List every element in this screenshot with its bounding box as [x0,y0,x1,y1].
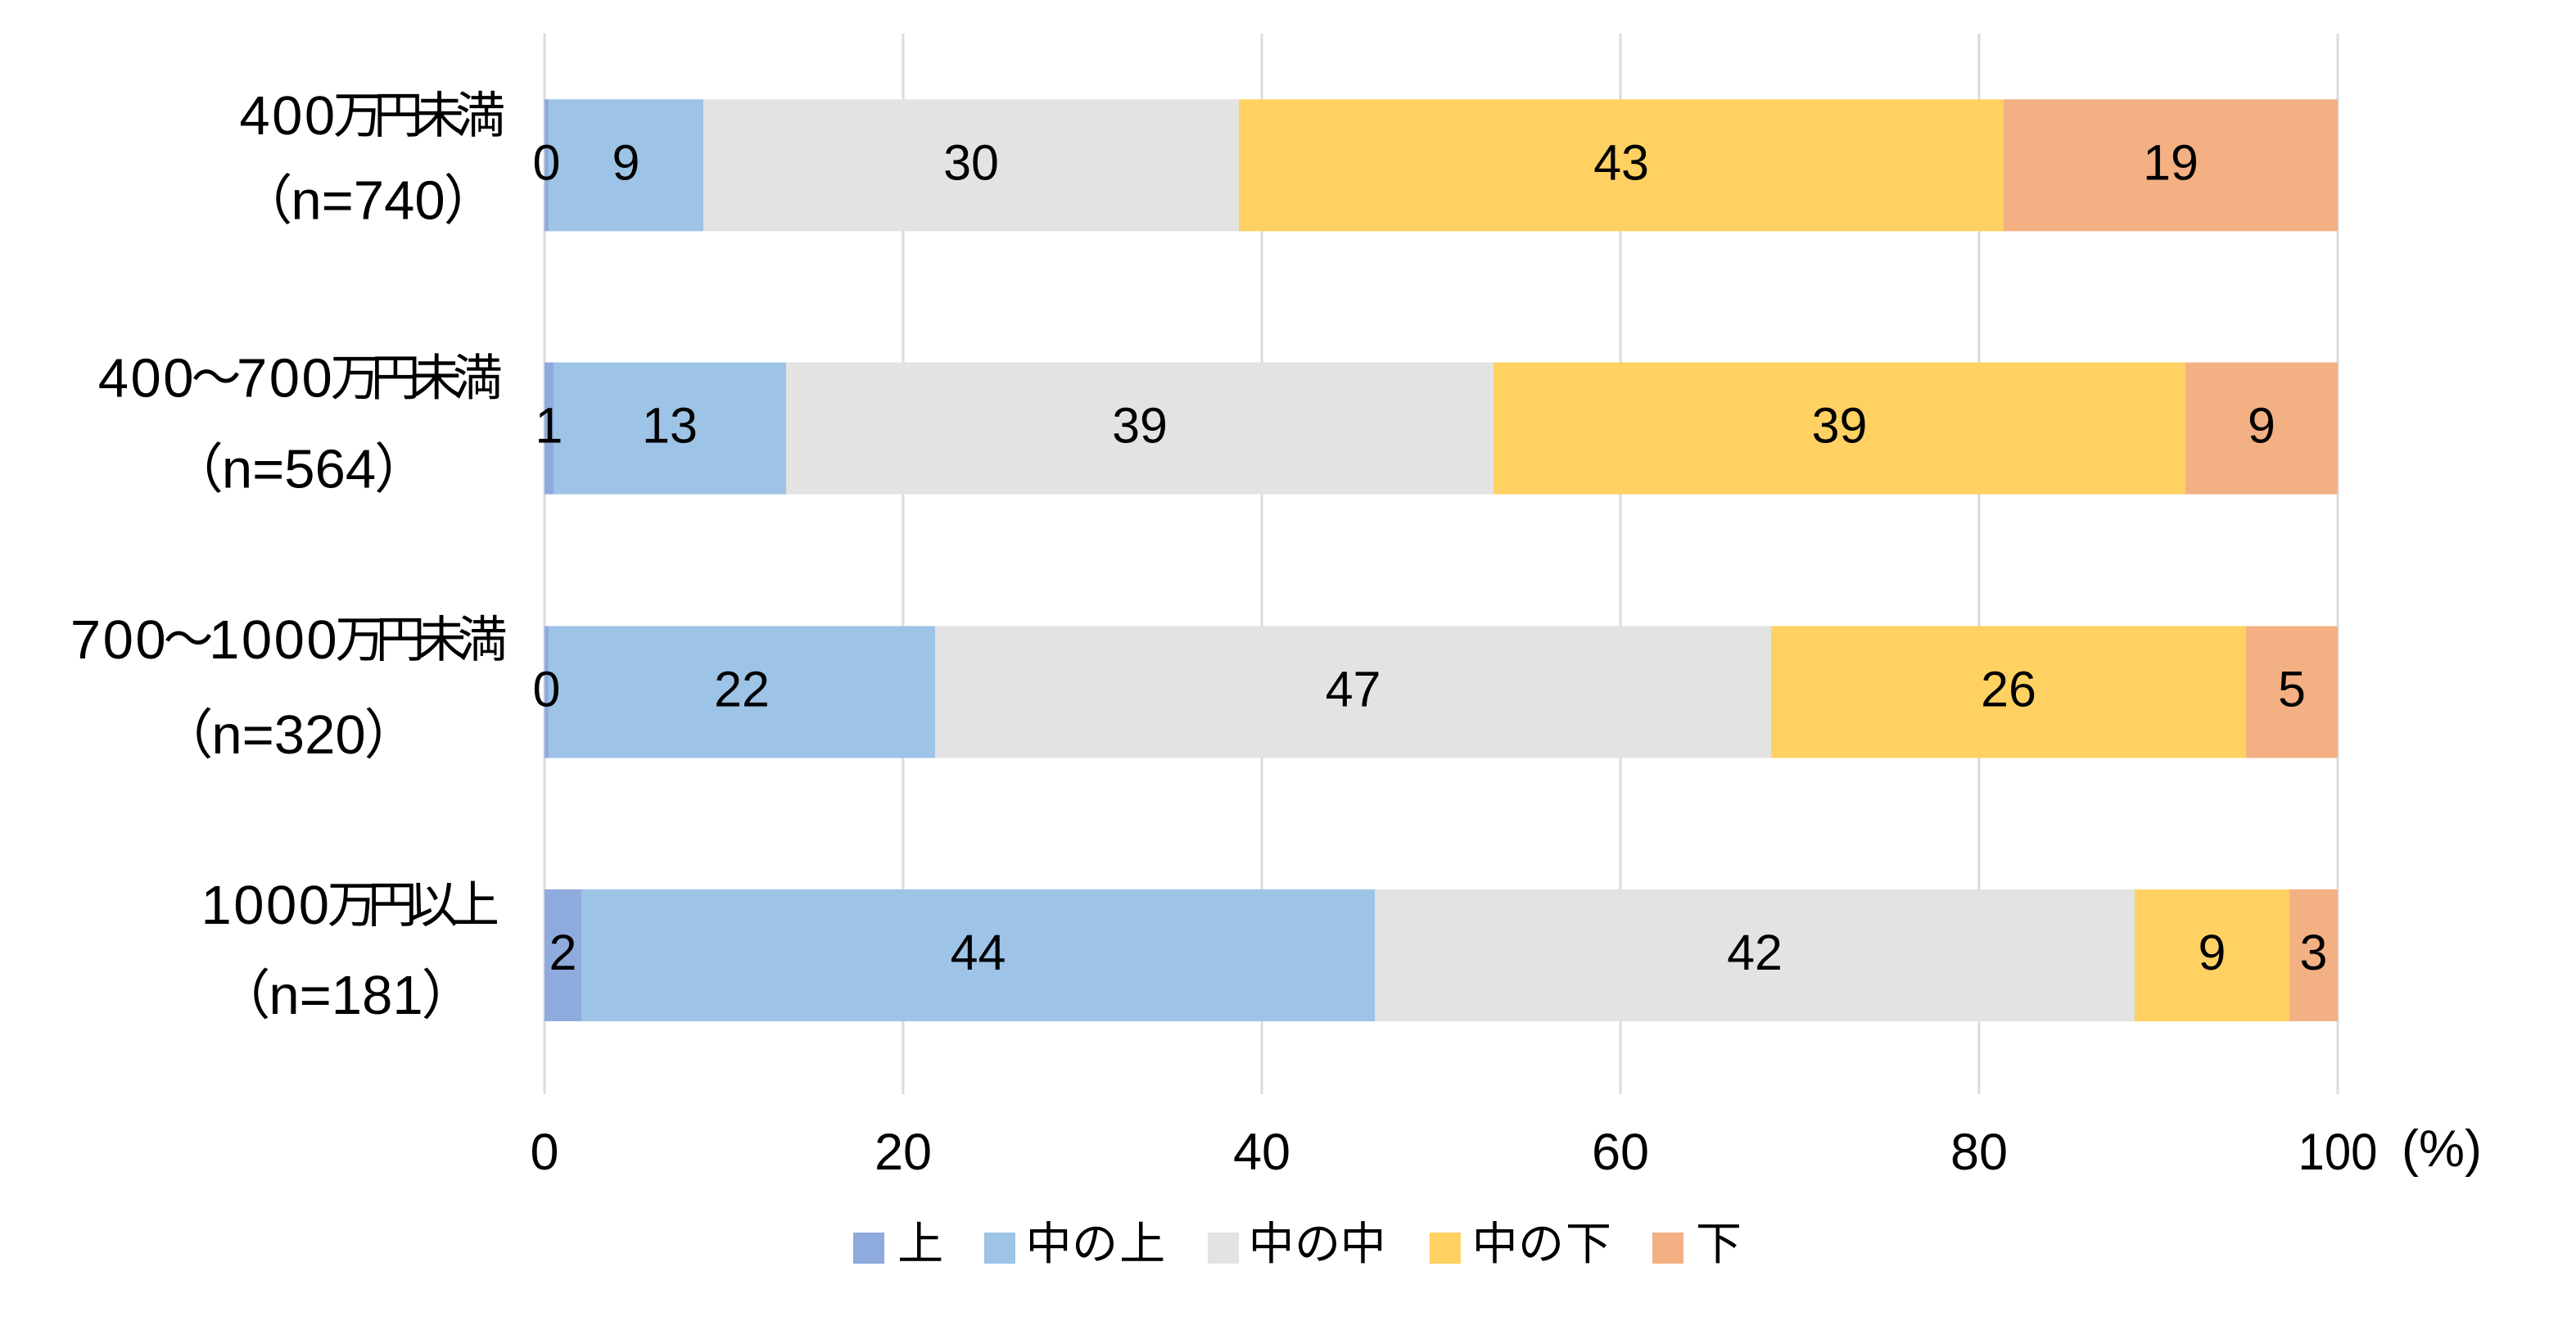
svg-text:60: 60 [1592,1124,1649,1181]
svg-text:44: 44 [951,925,1006,980]
svg-text:2: 2 [549,925,577,980]
svg-text:n=181: n=181 [269,965,423,1026]
svg-text:9: 9 [612,135,640,191]
svg-text:n=740: n=740 [291,170,445,232]
svg-text:47: 47 [1326,662,1381,717]
svg-text:1000: 1000 [209,609,339,671]
svg-text:0: 0 [533,662,561,717]
svg-text:9: 9 [2248,398,2275,454]
svg-text:22: 22 [714,662,770,717]
svg-text:42: 42 [1727,925,1783,980]
svg-text:39: 39 [1812,398,1868,454]
svg-text:39: 39 [1112,398,1168,454]
svg-text:9: 9 [2199,925,2226,980]
svg-text:100: 100 [2298,1124,2378,1181]
svg-text:1000: 1000 [201,875,331,936]
svg-text:13: 13 [642,398,698,454]
svg-text:19: 19 [2143,135,2199,191]
svg-text:400: 400 [98,348,196,409]
svg-text:3: 3 [2300,925,2328,980]
svg-text:40: 40 [1233,1124,1290,1181]
svg-text:n=564: n=564 [222,439,376,500]
svg-text:n=320: n=320 [211,704,365,766]
svg-text:26: 26 [1981,662,2036,717]
svg-text:400: 400 [239,85,337,147]
svg-text:(%): (%) [2402,1120,2482,1178]
svg-text:30: 30 [943,135,999,191]
svg-text:1: 1 [536,398,563,454]
svg-text:5: 5 [2278,662,2306,717]
svg-text:0: 0 [530,1124,558,1181]
svg-text:43: 43 [1593,135,1649,191]
svg-text:0: 0 [533,135,561,191]
svg-text:80: 80 [1950,1124,2008,1181]
svg-text:20: 20 [874,1124,932,1181]
svg-text:700: 700 [70,609,168,671]
svg-text:700: 700 [237,348,334,409]
